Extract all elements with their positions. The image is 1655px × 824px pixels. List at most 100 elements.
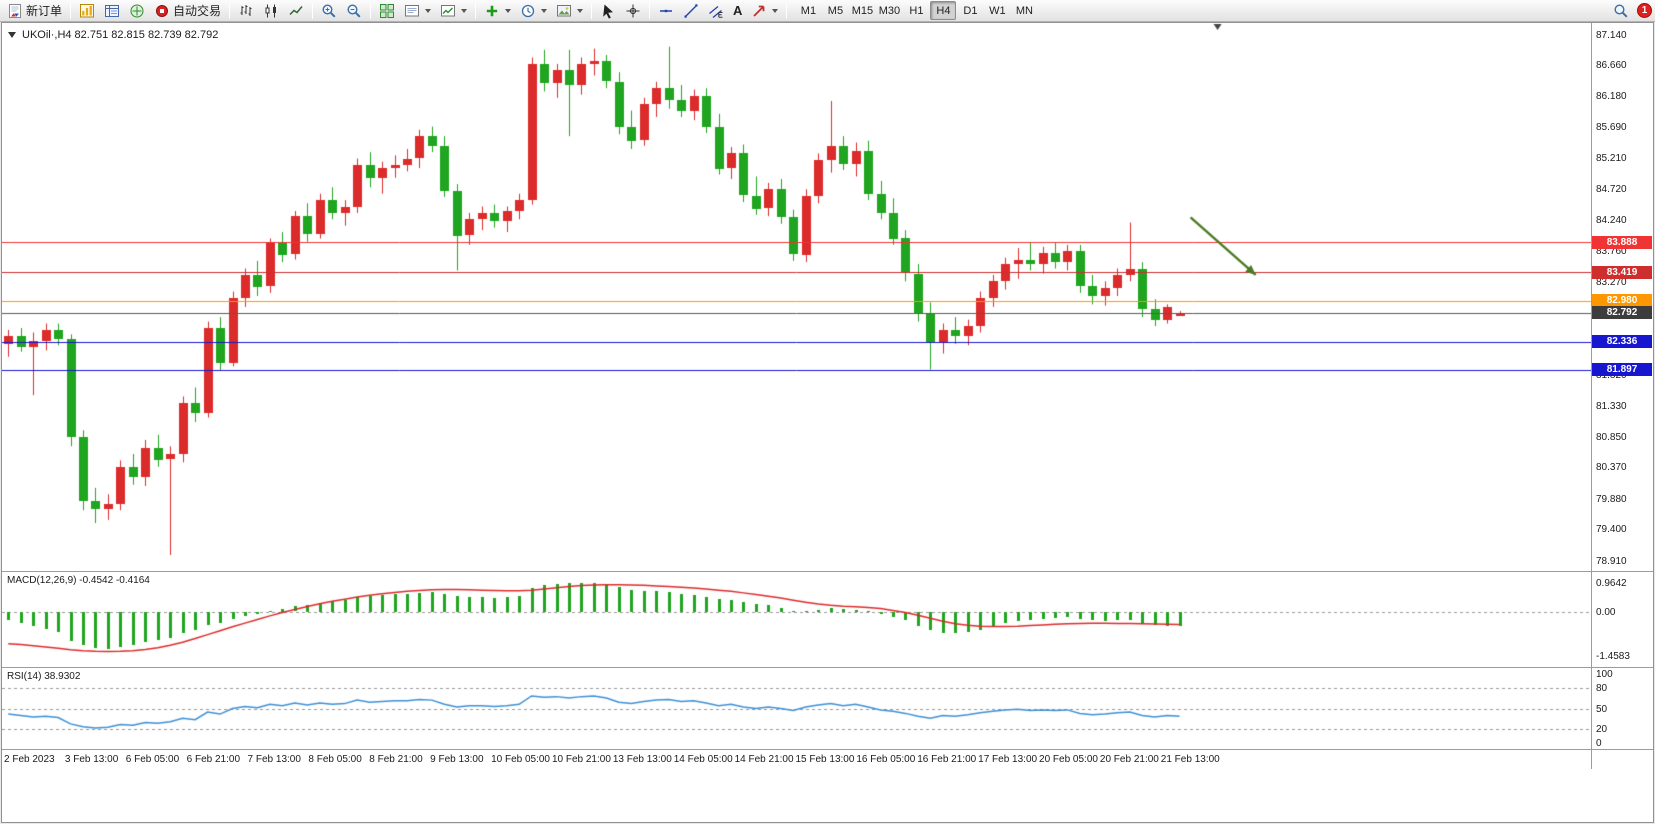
macd-axis-tick: -1.4583 (1596, 651, 1630, 663)
y-axis-tick: 80.370 (1596, 462, 1627, 474)
toolbar-separator (475, 2, 477, 19)
time-axis-label: 7 Feb 13:00 (247, 754, 301, 765)
timeframe-d1-button[interactable]: D1 (957, 1, 983, 20)
y-axis-tick: 79.880 (1596, 493, 1627, 505)
new-order-button[interactable]: 新订单 (3, 1, 66, 21)
zoom-out-button[interactable] (342, 1, 366, 21)
toolbar-separator (649, 2, 651, 19)
timeframe-group: M1 M5 M15 M30 H1 H4 D1 W1 MN (795, 1, 1037, 20)
new-order-label: 新订单 (26, 4, 63, 18)
auto-trading-label: 自动交易 (173, 4, 222, 18)
line-chart-button[interactable] (284, 1, 308, 21)
chart-window: UKOil·,H4 82.751 82.815 82.739 82.792 87… (1, 22, 1654, 823)
toolbar-separator (312, 2, 314, 19)
search-button[interactable] (1609, 1, 1633, 21)
arrows-tool-icon (751, 3, 767, 19)
time-axis-label: 8 Feb 05:00 (308, 754, 362, 765)
macd-canvas[interactable] (2, 572, 1591, 667)
tile-windows-button[interactable] (375, 1, 399, 21)
time-axis-label: 2 Feb 2023 (4, 754, 55, 765)
y-axis-tick: 83.760 (1596, 245, 1627, 257)
trendline-button[interactable] (679, 1, 703, 21)
chart-window-button[interactable] (75, 1, 99, 21)
zoom-in-button[interactable] (317, 1, 341, 21)
new-order-icon (7, 3, 23, 19)
zoom-in-icon (321, 3, 337, 19)
time-axis-label: 6 Feb 05:00 (125, 754, 180, 765)
templates-button[interactable] (552, 1, 587, 21)
dropdown-caret-icon (461, 8, 468, 13)
candlestick-chart-button[interactable] (259, 1, 283, 21)
time-axis-labels: 2 Feb 2023 3 Feb 13:00 6 Feb 05:00 6 Feb 21… (2, 750, 1591, 769)
zoom-out-icon (346, 3, 362, 19)
rsi-axis: 100 80 50 20 0 (1591, 668, 1653, 749)
rsi-canvas[interactable] (2, 668, 1591, 749)
candlestick-chart-icon (263, 3, 279, 19)
time-axis-label: 16 Feb 05:00 (856, 754, 916, 765)
y-axis-tick: 84.240 (1596, 214, 1627, 226)
search-icon (1613, 3, 1629, 19)
y-axis-tick: 86.180 (1596, 90, 1627, 102)
add-indicator-button[interactable] (480, 1, 515, 21)
toolbar-separator (229, 2, 231, 19)
chart-window-icon (79, 3, 95, 19)
profiles-icon (404, 3, 420, 19)
timeframe-h4-button[interactable]: H4 (930, 1, 957, 20)
current-price-label: 82.792 (1592, 306, 1652, 320)
price-axis[interactable]: 87.140 86.660 86.180 85.690 85.210 84.720 84.2… (1591, 23, 1653, 571)
price-level-label: 83.888 (1592, 235, 1652, 249)
profiles-button[interactable] (400, 1, 435, 21)
text-tool-icon: A (733, 2, 743, 18)
one-click-trading-toggle-icon[interactable] (8, 32, 16, 38)
timeframe-w1-button[interactable]: W1 (984, 1, 1010, 20)
timeframe-m15-button[interactable]: M15 (849, 1, 875, 20)
price-level-label: 83.419 (1592, 265, 1652, 279)
rsi-axis-tick: 0 (1596, 738, 1602, 750)
time-axis-label: 6 Feb 21:00 (186, 754, 241, 765)
time-axis-label: 15 Feb 13:00 (795, 754, 855, 765)
timeframe-m1-button[interactable]: M1 (795, 1, 821, 20)
crosshair-button[interactable] (621, 1, 645, 21)
navigator-button[interactable] (125, 1, 149, 21)
price-level-label: 82.336 (1592, 335, 1652, 349)
price-level-label: 81.897 (1592, 363, 1652, 377)
auto-scroll-button[interactable] (436, 1, 471, 21)
market-watch-icon (104, 3, 120, 19)
text-tool-button[interactable]: A (729, 1, 746, 21)
bar-chart-button[interactable] (234, 1, 258, 21)
price-chart-canvas[interactable] (2, 23, 1591, 571)
cursor-button[interactable] (596, 1, 620, 21)
rsi-axis-tick: 50 (1596, 703, 1608, 715)
dropdown-caret-icon (772, 8, 779, 13)
time-axis[interactable]: 2 Feb 2023 3 Feb 13:00 6 Feb 05:00 6 Feb 21… (2, 749, 1653, 769)
horizontal-line-button[interactable] (654, 1, 678, 21)
y-axis-tick: 83.270 (1596, 276, 1627, 288)
y-axis-tick: 85.210 (1596, 152, 1627, 164)
y-axis-tick: 81.330 (1596, 401, 1627, 413)
time-axis-label: 20 Feb 21:00 (1099, 754, 1159, 765)
periods-button[interactable] (516, 1, 551, 21)
rsi-axis-tick: 20 (1596, 724, 1608, 736)
dropdown-caret-icon (541, 8, 548, 13)
timeframe-h1-button[interactable]: H1 (903, 1, 929, 20)
market-watch-button[interactable] (100, 1, 124, 21)
periods-icon (520, 3, 536, 19)
auto-trading-button[interactable]: 自动交易 (150, 1, 225, 21)
timeframe-m30-button[interactable]: M30 (876, 1, 902, 20)
toolbar-separator (70, 2, 72, 19)
price-level-label: 82.980 (1592, 294, 1652, 308)
toolbar-separator (370, 2, 372, 19)
notification-badge[interactable]: 1 (1637, 3, 1652, 18)
toolbar-right: 1 (1609, 1, 1652, 21)
timeframe-mn-button[interactable]: MN (1011, 1, 1037, 20)
arrows-tool-button[interactable] (747, 1, 782, 21)
auto-trading-icon (154, 3, 170, 19)
price-plot: UKOil·,H4 82.751 82.815 82.739 82.792 (2, 23, 1591, 571)
rsi-plot: RSI(14) 38.9302 (2, 668, 1591, 749)
time-axis-label: 10 Feb 21:00 (551, 754, 611, 765)
time-axis-label: 20 Feb 05:00 (1039, 754, 1098, 765)
equidistant-channel-button[interactable] (704, 1, 728, 21)
time-axis-label: 16 Feb 21:00 (917, 754, 977, 765)
timeframe-m5-button[interactable]: M5 (822, 1, 848, 20)
macd-plot: MACD(12,26,9) -0.4542 -0.4164 (2, 572, 1591, 667)
